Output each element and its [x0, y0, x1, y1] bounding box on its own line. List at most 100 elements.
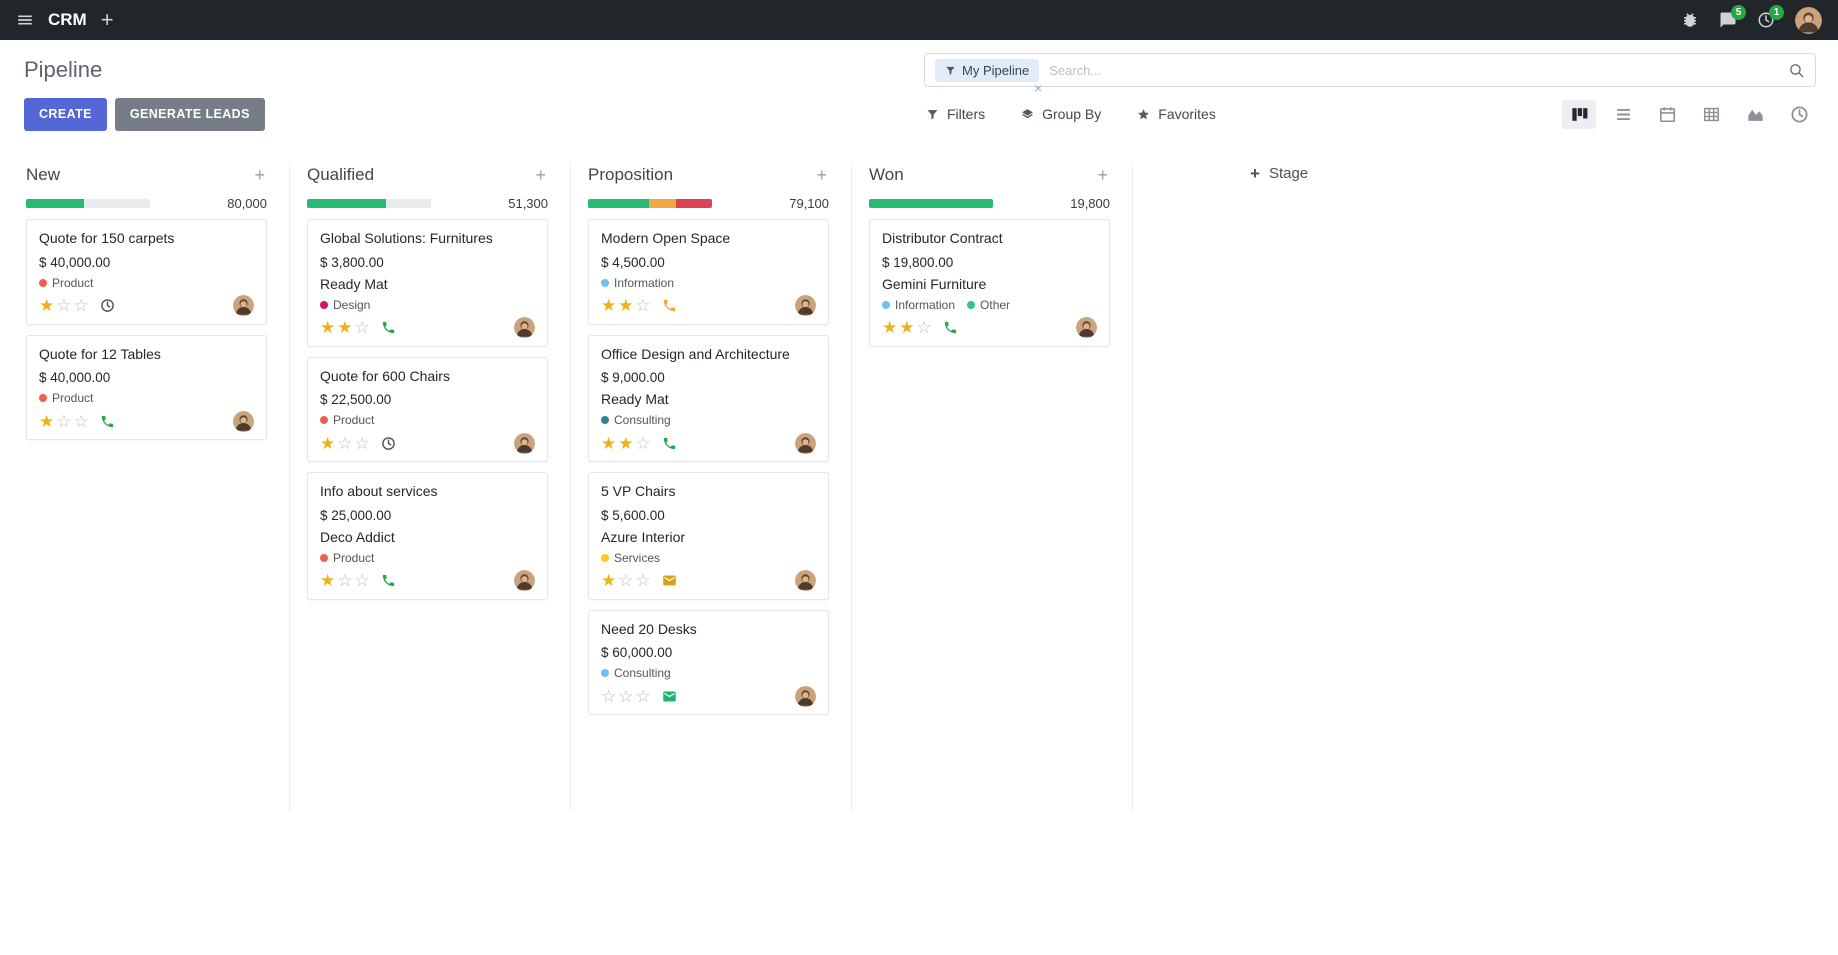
kanban-card[interactable]: Need 20 Desks $ 60,000.00 Consulting ☆ ☆ ☆ [588, 609, 829, 715]
remove-facet-button[interactable]: × [1034, 79, 1043, 96]
priority-star[interactable]: ☆ [635, 296, 651, 315]
kanban-card[interactable]: Quote for 600 Chairs $ 22,500.00 Product ★ ☆… [307, 356, 548, 462]
search-facet[interactable]: My Pipeline × [935, 58, 1042, 95]
activity-phone-icon[interactable] [943, 320, 958, 335]
kanban-card[interactable]: Global Solutions: Furnitures $ 3,800.00 Re… [307, 219, 548, 347]
apps-menu-icon[interactable] [16, 11, 34, 29]
priority-star[interactable]: ☆ [73, 296, 89, 315]
activity-phone-icon[interactable] [662, 436, 677, 451]
card-amount: $ 19,800.00 [882, 254, 954, 270]
view-kanban-button[interactable] [1562, 99, 1596, 129]
view-list-button[interactable] [1606, 100, 1640, 129]
view-pivot-button[interactable] [1694, 100, 1728, 129]
priority-star[interactable]: ★ [601, 433, 617, 453]
priority-star[interactable]: ★ [320, 571, 336, 590]
column-progress-bar[interactable] [588, 199, 712, 208]
graph-view-icon [1747, 109, 1763, 121]
column-progress-bar[interactable] [307, 199, 431, 208]
priority-star[interactable]: ☆ [337, 433, 353, 453]
column-quick-add-button[interactable]: + [535, 165, 546, 185]
group-by-button[interactable]: Group By [1019, 102, 1103, 126]
priority-star[interactable]: ★ [899, 318, 915, 337]
priority-star[interactable]: ★ [882, 318, 898, 337]
search-input[interactable] [1049, 62, 1778, 78]
messages-icon[interactable]: 5 [1719, 5, 1746, 29]
priority-star[interactable]: ☆ [916, 318, 932, 337]
user-avatar[interactable] [1795, 6, 1822, 34]
priority-star[interactable]: ★ [618, 296, 634, 315]
priority-star[interactable]: ★ [618, 433, 634, 453]
salesperson-avatar [1076, 317, 1097, 338]
column-progress-bar[interactable] [869, 199, 993, 208]
filters-label: Filters [947, 106, 986, 122]
kanban-card[interactable]: 5 VP Chairs $ 5,600.00 Azure Interior Servi… [588, 472, 829, 600]
salesperson-avatar [795, 295, 816, 316]
priority-star[interactable]: ☆ [618, 571, 634, 590]
kanban-card[interactable]: Office Design and Architecture $ 9,000.00… [588, 334, 829, 462]
favorites-button[interactable]: Favorites [1135, 102, 1218, 126]
activity-phone-icon[interactable] [381, 320, 396, 335]
priority-star[interactable]: ☆ [354, 318, 370, 337]
view-calendar-button[interactable] [1650, 100, 1684, 129]
column-progress-bar[interactable] [26, 199, 150, 208]
priority-star[interactable]: ☆ [635, 433, 651, 453]
priority-star[interactable]: ★ [601, 571, 617, 590]
priority-star[interactable]: ☆ [601, 686, 617, 706]
create-button[interactable]: CREATE [24, 97, 107, 131]
topbar-add-icon[interactable]: + [100, 7, 114, 32]
card-amount: $ 40,000.00 [39, 370, 111, 385]
kanban-card[interactable]: Quote for 12 Tables $ 40,000.00 Product ★ ☆ ☆ [26, 334, 267, 440]
card-tag: Product [39, 391, 93, 405]
priority-star[interactable]: ★ [39, 296, 55, 315]
priority-star[interactable]: ☆ [618, 686, 634, 706]
activity-clock-icon[interactable] [100, 298, 115, 313]
activity-phone-icon[interactable] [100, 414, 115, 429]
priority-star[interactable]: ☆ [635, 571, 651, 590]
tag-color-dot [967, 300, 976, 309]
kanban-card[interactable]: Quote for 150 carpets $ 40,000.00 Product ★… [26, 219, 267, 325]
card-amount: $ 4,500.00 [601, 254, 665, 270]
tag-color-dot [39, 394, 47, 402]
generate-leads-button[interactable]: GENERATE LEADS [114, 97, 265, 131]
priority-star[interactable]: ★ [320, 318, 336, 337]
card-amount: $ 9,000.00 [601, 370, 665, 385]
view-activity-button[interactable] [1782, 100, 1816, 129]
activity-view-icon [1791, 106, 1807, 122]
column-quick-add-button[interactable]: + [816, 165, 827, 185]
priority-star[interactable]: ★ [337, 318, 353, 337]
activities-icon[interactable]: 1 [1757, 5, 1784, 29]
column-quick-add-button[interactable]: + [1097, 165, 1108, 185]
kanban-card[interactable]: Distributor Contract $ 19,800.00 Gemini Fu… [869, 219, 1110, 347]
search-icon[interactable] [1788, 62, 1805, 79]
kanban-card[interactable]: Info about services $ 25,000.00 Deco Addic… [307, 472, 548, 600]
view-graph-button[interactable] [1738, 100, 1772, 129]
priority-star[interactable]: ☆ [635, 686, 651, 706]
priority-star[interactable]: ☆ [56, 296, 72, 315]
priority-star[interactable]: ☆ [73, 411, 89, 431]
activity-envelope-icon[interactable] [662, 573, 677, 588]
priority-star[interactable]: ★ [39, 411, 55, 431]
activity-phone-icon[interactable] [662, 298, 677, 313]
favorites-star-icon [1137, 108, 1150, 121]
priority-star[interactable]: ☆ [354, 571, 370, 590]
filters-button[interactable]: Filters [924, 102, 987, 126]
salesperson-avatar [233, 410, 254, 432]
debug-bug-icon[interactable] [1681, 11, 1699, 29]
card-tag: Information [601, 276, 674, 290]
salesperson-avatar [514, 570, 535, 591]
app-name[interactable]: CRM [48, 10, 87, 29]
priority-star[interactable]: ☆ [56, 411, 72, 431]
tag-label: Consulting [614, 413, 671, 427]
kanban-card[interactable]: Modern Open Space $ 4,500.00 Information ★ ★… [588, 219, 829, 325]
priority-star[interactable]: ★ [320, 433, 336, 453]
search-bar[interactable]: My Pipeline × [924, 53, 1816, 95]
activities-badge: 1 [1769, 5, 1784, 20]
priority-star[interactable]: ☆ [354, 433, 370, 453]
column-quick-add-button[interactable]: + [254, 165, 265, 185]
activity-clock-icon[interactable] [381, 436, 396, 451]
activity-phone-icon[interactable] [381, 573, 396, 588]
activity-envelope-icon[interactable] [662, 689, 677, 704]
add-stage-button[interactable]: + Stage [1250, 165, 1308, 182]
priority-star[interactable]: ☆ [337, 571, 353, 590]
priority-star[interactable]: ★ [601, 296, 617, 315]
